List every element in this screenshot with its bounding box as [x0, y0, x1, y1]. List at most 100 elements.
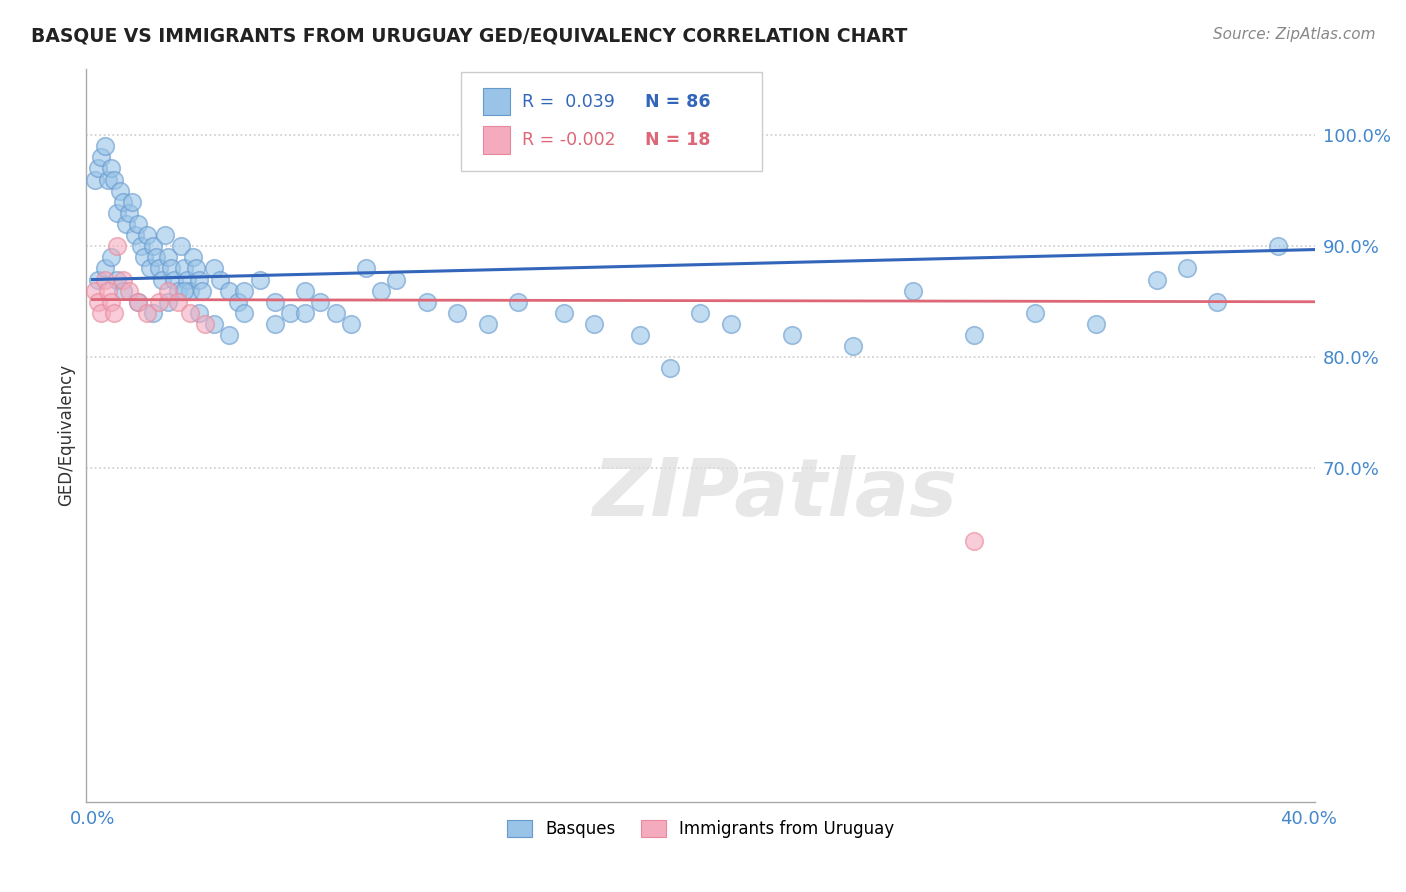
FancyBboxPatch shape — [484, 126, 510, 153]
Point — [294, 306, 316, 320]
Point — [105, 206, 128, 220]
Point — [218, 284, 240, 298]
Point — [124, 228, 146, 243]
Text: BASQUE VS IMMIGRANTS FROM URUGUAY GED/EQUIVALENCY CORRELATION CHART: BASQUE VS IMMIGRANTS FROM URUGUAY GED/EQ… — [31, 27, 907, 45]
Point — [416, 294, 439, 309]
Point — [340, 317, 363, 331]
Point — [100, 250, 122, 264]
Text: R = -0.002: R = -0.002 — [523, 130, 616, 149]
Point — [129, 239, 152, 253]
Point — [263, 294, 285, 309]
Point — [233, 284, 256, 298]
Point — [142, 306, 165, 320]
Point — [157, 294, 180, 309]
Point — [1024, 306, 1046, 320]
Point — [132, 250, 155, 264]
Point — [659, 361, 682, 376]
Text: N = 18: N = 18 — [645, 130, 710, 149]
Point — [127, 294, 149, 309]
Text: N = 86: N = 86 — [645, 93, 710, 111]
Point — [169, 239, 191, 253]
Point — [105, 272, 128, 286]
Point — [176, 272, 198, 286]
FancyBboxPatch shape — [461, 72, 762, 171]
Point — [87, 294, 110, 309]
Point — [263, 317, 285, 331]
Point — [111, 194, 134, 209]
Point — [187, 272, 209, 286]
Point — [166, 294, 188, 309]
Point — [446, 306, 468, 320]
Point — [111, 272, 134, 286]
Point — [1146, 272, 1168, 286]
Point — [191, 284, 214, 298]
Point — [90, 150, 112, 164]
Point — [97, 284, 120, 298]
Text: Source: ZipAtlas.com: Source: ZipAtlas.com — [1212, 27, 1375, 42]
Point — [166, 284, 188, 298]
Point — [118, 284, 141, 298]
Text: R =  0.039: R = 0.039 — [523, 93, 616, 111]
Point — [689, 306, 711, 320]
Point — [370, 284, 392, 298]
Point — [583, 317, 606, 331]
Point — [97, 172, 120, 186]
FancyBboxPatch shape — [484, 87, 510, 115]
Point — [903, 284, 925, 298]
Point — [1267, 239, 1289, 253]
Point — [553, 306, 575, 320]
Point — [720, 317, 742, 331]
Point — [160, 261, 183, 276]
Point — [309, 294, 332, 309]
Point — [202, 261, 225, 276]
Point — [780, 328, 803, 343]
Point — [294, 284, 316, 298]
Point — [228, 294, 250, 309]
Point — [477, 317, 499, 331]
Point — [157, 284, 180, 298]
Point — [136, 228, 159, 243]
Point — [118, 206, 141, 220]
Point — [114, 217, 136, 231]
Point — [127, 217, 149, 231]
Point — [628, 328, 651, 343]
Point — [181, 250, 204, 264]
Point — [209, 272, 232, 286]
Point — [103, 172, 125, 186]
Point — [841, 339, 863, 353]
Point — [385, 272, 408, 286]
Point — [121, 194, 143, 209]
Point — [173, 284, 195, 298]
Point — [179, 306, 201, 320]
Point — [136, 306, 159, 320]
Point — [202, 317, 225, 331]
Point — [1175, 261, 1198, 276]
Point — [163, 272, 186, 286]
Point — [218, 328, 240, 343]
Point — [194, 317, 217, 331]
Point — [100, 294, 122, 309]
Point — [139, 261, 162, 276]
Point — [325, 306, 347, 320]
Text: ZIPatlas: ZIPatlas — [592, 455, 956, 533]
Point — [108, 184, 131, 198]
Point — [184, 261, 207, 276]
Point — [142, 239, 165, 253]
Point — [233, 306, 256, 320]
Point — [155, 228, 177, 243]
Point — [87, 161, 110, 176]
Point — [150, 272, 173, 286]
Point — [1084, 317, 1107, 331]
Point — [93, 261, 115, 276]
Point — [506, 294, 529, 309]
Point — [105, 239, 128, 253]
Point — [179, 284, 201, 298]
Point — [100, 161, 122, 176]
Y-axis label: GED/Equivalency: GED/Equivalency — [58, 364, 75, 506]
Point — [148, 261, 170, 276]
Point — [93, 139, 115, 153]
Point — [103, 306, 125, 320]
Point — [157, 250, 180, 264]
Point — [249, 272, 271, 286]
Point — [173, 261, 195, 276]
